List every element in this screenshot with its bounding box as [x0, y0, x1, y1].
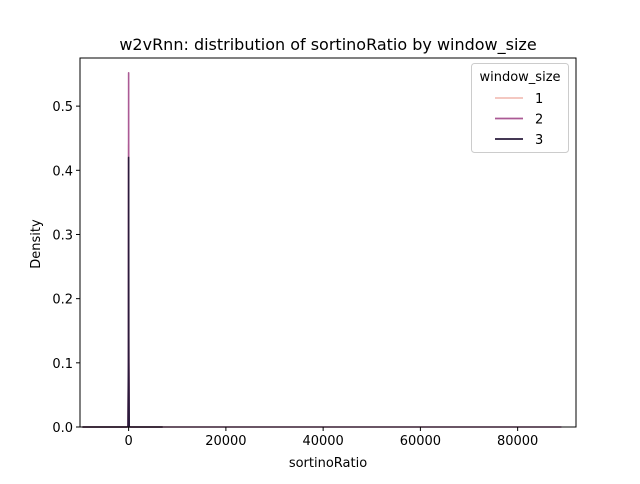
y-axis-label: Density [29, 219, 44, 269]
y-tick-label: 0.0 [52, 421, 73, 436]
axes-frame [79, 57, 577, 428]
legend-label-2: 2 [535, 113, 543, 128]
legend-label-1: 1 [535, 92, 543, 107]
x-tick-label: 60000 [400, 434, 441, 449]
y-tick-label: 0.3 [52, 228, 73, 243]
plot-area: 0 20000 40000 60000 80000 0.0 0.1 0.2 0.3 0.4 0.5 [52, 57, 577, 449]
legend-label-3: 3 [535, 133, 543, 148]
y-tick-label: 0.1 [52, 357, 73, 372]
x-tick-label: 20000 [205, 434, 246, 449]
legend-title: window_size [479, 70, 560, 85]
chart-title: w2vRnn: distribution of sortinoRatio by … [119, 35, 536, 55]
x-tick-label: 80000 [497, 434, 538, 449]
legend-frame [471, 63, 569, 153]
y-tick-label: 0.4 [52, 164, 73, 179]
y-tick-label: 0.5 [52, 100, 73, 115]
x-tick-label: 40000 [302, 434, 343, 449]
legend: window_size 1 2 3 [471, 63, 569, 153]
y-tick-label: 0.2 [52, 293, 73, 308]
x-axis-label: sortinoRatio [289, 456, 367, 471]
x-tick-label: 0 [124, 434, 132, 449]
